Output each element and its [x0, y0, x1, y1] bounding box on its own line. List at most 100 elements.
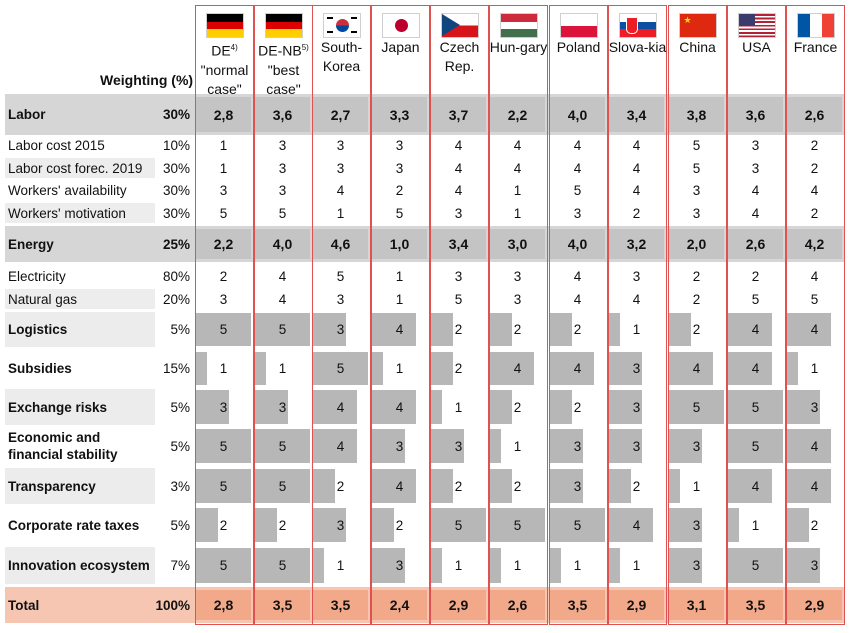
score-cell: 2,9 — [804, 597, 825, 613]
score-bar — [669, 313, 691, 346]
score-cell: 5 — [219, 322, 228, 337]
row-label: Economic and financial stability — [8, 430, 118, 462]
score-cell: 3 — [454, 438, 463, 454]
total-cell-bg — [255, 590, 310, 620]
germany-flag-icon — [205, 13, 244, 38]
score-cell: 3 — [278, 399, 287, 415]
score-bar — [787, 508, 809, 542]
total-cell-bg — [787, 590, 842, 620]
score-cell: 3,8 — [686, 106, 707, 123]
score-cell: 1 — [395, 291, 404, 307]
score-cell: 3,6 — [272, 106, 293, 123]
row-label: Labor cost 2015 — [8, 137, 105, 153]
score-bar — [728, 548, 783, 583]
score-cell: 4 — [632, 291, 641, 307]
score-bar — [669, 469, 680, 503]
score-cell: 2 — [632, 478, 641, 494]
score-cell: 3 — [219, 399, 228, 415]
total-cell-bg — [728, 590, 783, 620]
total-cell-bg — [550, 590, 605, 620]
score-cell: 2,8 — [213, 106, 234, 123]
score-cell: 5 — [278, 558, 287, 573]
score-cell: 3 — [336, 291, 345, 307]
score-cell: 5 — [219, 478, 228, 494]
score-cell: 2 — [513, 322, 522, 337]
score-cell: 4,2 — [804, 236, 825, 252]
score-cell: 5 — [692, 399, 701, 415]
score-bar — [609, 352, 642, 385]
score-cell: 3 — [692, 205, 701, 221]
score-cell: 2 — [810, 160, 819, 176]
score-cell: 3 — [395, 558, 404, 573]
score-cell: 4 — [513, 361, 522, 376]
score-cell: 1 — [573, 558, 582, 573]
score-cell: 2 — [810, 137, 819, 153]
score-cell: 5 — [219, 205, 228, 221]
score-bar — [196, 469, 251, 503]
row-label: Energy — [8, 236, 54, 252]
score-cell: 4 — [278, 291, 287, 307]
score-cell: 1,0 — [389, 236, 410, 252]
score-cell: 1 — [278, 361, 287, 376]
score-cell: 1 — [336, 205, 345, 221]
score-cell: 4 — [336, 182, 345, 198]
score-cell-bg — [669, 229, 724, 259]
country-header: DE-NB5) "best case" — [254, 38, 313, 99]
score-cell: 3 — [336, 160, 345, 176]
row-weight: 25% — [162, 236, 190, 252]
score-cell: 3 — [395, 160, 404, 176]
score-cell: 4 — [751, 478, 760, 494]
score-cell: 5 — [336, 361, 345, 376]
slovakia-flag-icon — [618, 13, 657, 38]
hungary-flag-icon — [499, 13, 538, 38]
score-cell: 3,3 — [389, 106, 410, 123]
country-name: Czech Rep. — [439, 39, 480, 74]
row-background — [5, 135, 155, 155]
score-bar — [196, 390, 229, 424]
score-cell: 3,1 — [686, 597, 707, 613]
score-bar — [196, 352, 207, 385]
score-cell: 3 — [573, 205, 582, 221]
score-cell: 2,8 — [213, 597, 234, 613]
score-cell: 2 — [632, 205, 641, 221]
score-bar — [313, 548, 324, 583]
score-cell: 3 — [751, 137, 760, 153]
score-bar — [669, 508, 702, 542]
score-cell: 1 — [219, 361, 228, 376]
row-background — [5, 203, 155, 223]
score-cell: 4 — [751, 182, 760, 198]
score-cell-bg — [490, 97, 545, 132]
score-bar — [372, 390, 416, 424]
country-header: Japan — [371, 38, 430, 57]
row-label: Natural gas — [8, 291, 78, 307]
score-cell: 2 — [454, 322, 463, 337]
score-cell: 3 — [513, 268, 522, 284]
score-cell: 5 — [278, 205, 287, 221]
score-bar — [196, 313, 251, 346]
row-label: Workers' availability — [8, 182, 127, 198]
row-background — [5, 507, 155, 543]
score-bar — [255, 352, 266, 385]
score-bar — [490, 429, 501, 463]
score-cell: 5 — [751, 399, 760, 415]
score-cell: 4,0 — [567, 236, 588, 252]
score-cell: 4 — [454, 160, 463, 176]
score-cell: 4 — [751, 322, 760, 337]
country-header: USA — [727, 38, 786, 57]
score-cell: 2 — [810, 205, 819, 221]
score-cell-bg — [609, 97, 664, 132]
score-bar — [196, 508, 218, 542]
score-cell: 2 — [573, 322, 582, 337]
score-cell: 3,5 — [330, 597, 351, 613]
score-cell: 4 — [810, 438, 819, 454]
score-cell: 4 — [513, 137, 522, 153]
row-background — [5, 289, 155, 309]
score-cell: 3,4 — [626, 106, 647, 123]
score-cell: 4 — [336, 438, 345, 454]
score-cell: 3,5 — [567, 597, 588, 613]
score-bar — [550, 390, 572, 424]
score-cell: 5 — [810, 291, 819, 307]
score-cell-bg — [550, 97, 605, 132]
score-cell: 3 — [573, 438, 582, 454]
score-bar — [728, 508, 739, 542]
